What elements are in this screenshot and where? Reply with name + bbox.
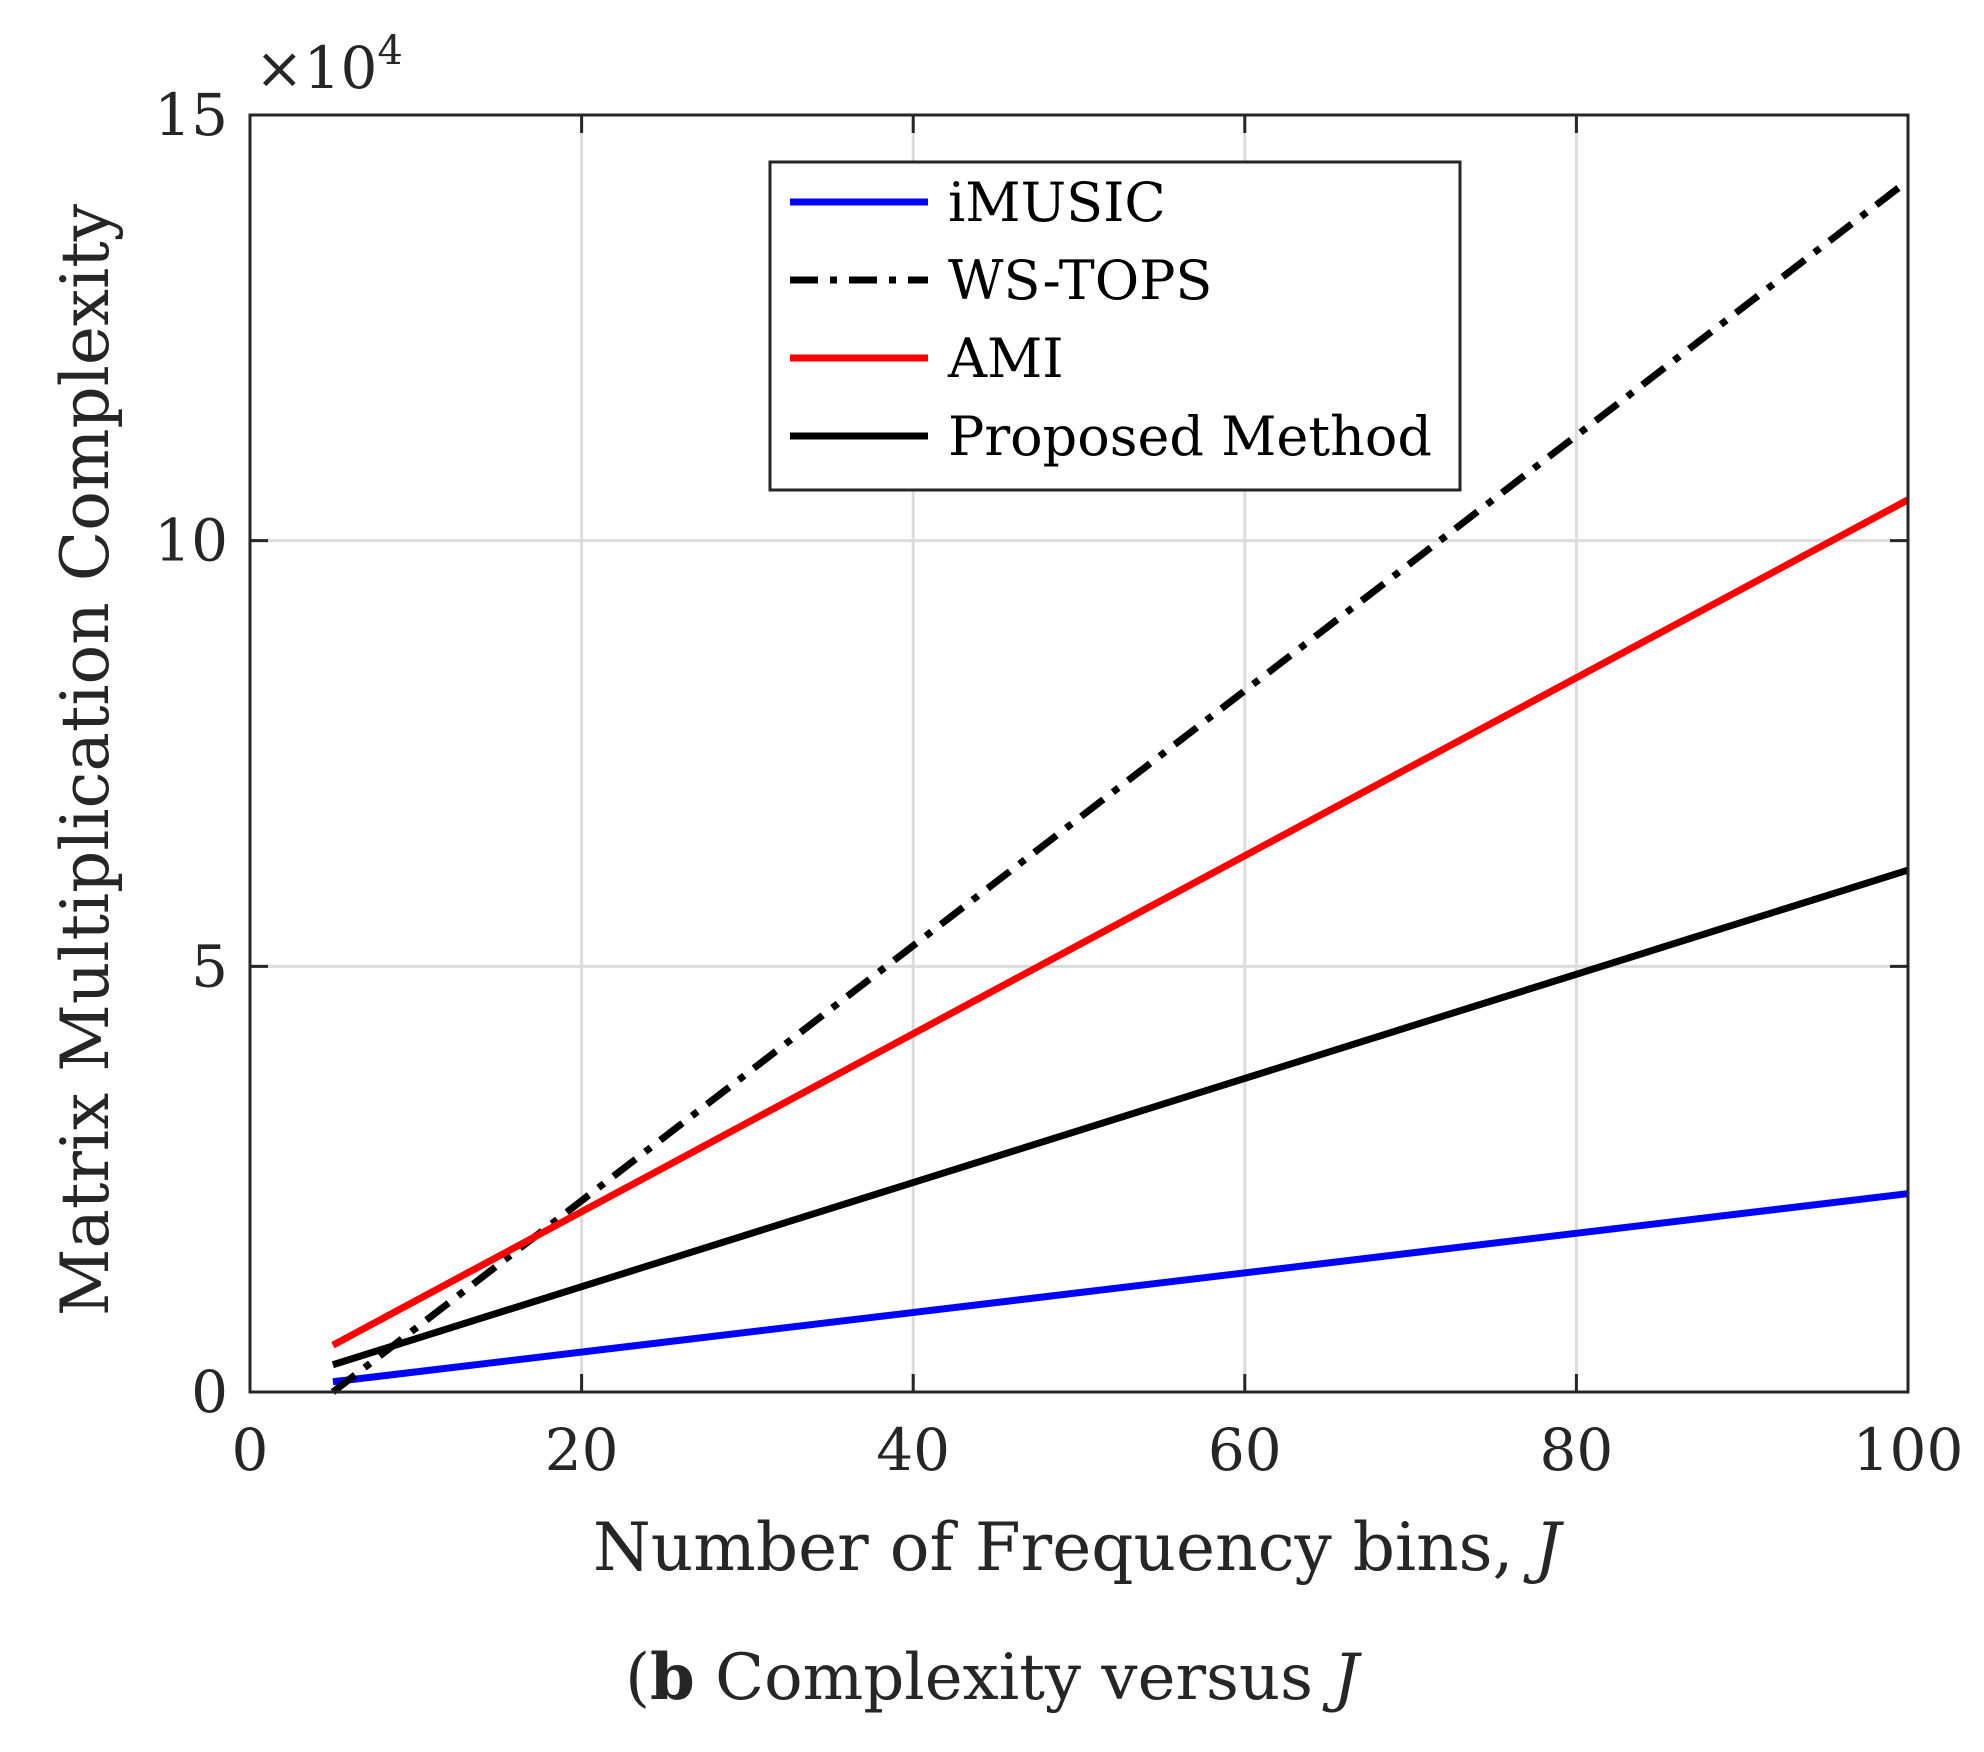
legend-entry-label: Proposed Method <box>948 405 1432 468</box>
x-tick-label: 100 <box>1853 1416 1964 1484</box>
x-tick-label: 60 <box>1208 1416 1282 1484</box>
y-tick-label: 0 <box>191 1358 228 1426</box>
legend-entry-label: AMI <box>947 327 1064 390</box>
figure-caption: (b Complexity versus J <box>625 1640 1359 1715</box>
y-tick-labels: 0 5 10 15 <box>154 81 228 1426</box>
caption-label: b <box>650 1640 695 1715</box>
x-tick-label: 0 <box>232 1416 269 1484</box>
y-tick-label: 5 <box>191 932 228 1000</box>
series-layer <box>330 177 1911 1395</box>
chart-figure: 0 20 40 60 80 100 0 5 10 15 ×104 Number of Frequ… <box>47 28 1964 1586</box>
legend: iMUSIC WS-TOPS AMI Proposed Method <box>768 160 1462 492</box>
x-tick-label: 20 <box>545 1416 619 1484</box>
y-tick-label: 15 <box>154 81 228 149</box>
y-tick-label: 10 <box>154 507 228 575</box>
axis-ticks <box>248 113 1910 1394</box>
x-axis-label: Number of Frequency bins, J <box>593 1509 1564 1586</box>
caption-text: Complexity versus <box>694 1641 1334 1715</box>
series-line-ami <box>331 496 1910 1349</box>
axes-box <box>248 113 1910 1394</box>
legend-entry-label: WS-TOPS <box>948 249 1212 312</box>
legend-entry-label: iMUSIC <box>948 171 1166 234</box>
series-line-proposed-method <box>331 866 1910 1369</box>
y-multiplier: ×104 <box>255 28 403 102</box>
x-tick-labels: 0 20 40 60 80 100 <box>232 1416 1964 1484</box>
x-tick-label: 80 <box>1539 1416 1613 1484</box>
x-tick-label: 40 <box>876 1416 950 1484</box>
series-line-imusic <box>332 1190 1909 1386</box>
y-axis-label: Matrix Multiplication Complexity <box>47 203 124 1316</box>
caption-variable: J <box>1333 1641 1359 1715</box>
series-line-ws-tops <box>330 177 1911 1395</box>
